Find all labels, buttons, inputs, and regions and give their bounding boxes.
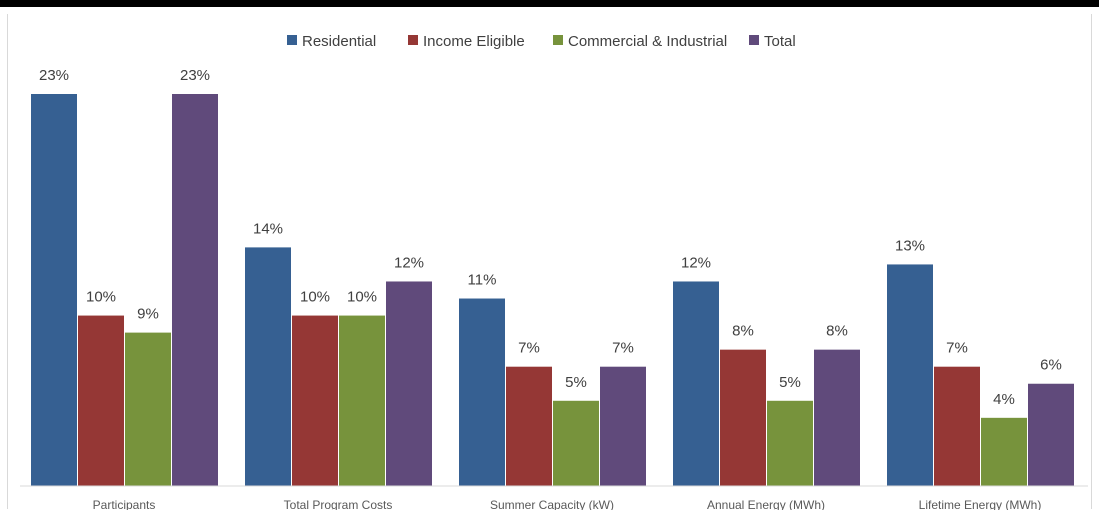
bar-total-summer-capacity-kw (600, 366, 646, 486)
legend-label-residential: Residential (302, 33, 376, 50)
data-label-total-participants: 23% (180, 67, 210, 84)
data-label-total-lifetime-energy-mwh: 6% (1040, 357, 1062, 374)
legend-label-income-eligible: Income Eligible (423, 33, 525, 50)
bar-residential-total-program-costs (245, 247, 291, 486)
data-label-residential-annual-energy-mwh: 12% (681, 254, 711, 271)
category-labels: Participants Total Program Costs Summer Ca… (93, 498, 1042, 510)
data-label-total-summer-capacity-kw: 7% (612, 340, 634, 357)
category-label-summer-capacity-kw: Summer Capacity (kW) (490, 498, 614, 510)
data-label-income-eligible-total-program-costs: 10% (300, 289, 330, 306)
bar-commercial-industrial-participants (125, 332, 171, 486)
data-label-total-total-program-costs: 12% (394, 254, 424, 271)
legend-label-total: Total (764, 33, 796, 50)
bar-commercial-industrial-summer-capacity-kw (553, 400, 599, 486)
bars (31, 94, 1074, 486)
data-label-commercial-industrial-annual-energy-mwh: 5% (779, 374, 801, 391)
bar-income-eligible-participants (78, 315, 124, 486)
bar-commercial-industrial-annual-energy-mwh (767, 400, 813, 486)
data-label-residential-lifetime-energy-mwh: 13% (895, 237, 925, 254)
legend-swatch-total (749, 35, 759, 45)
category-label-lifetime-energy-mwh: Lifetime Energy (MWh) (919, 498, 1042, 510)
bar-residential-lifetime-energy-mwh (887, 264, 933, 486)
data-label-total-annual-energy-mwh: 8% (826, 323, 848, 340)
data-label-commercial-industrial-total-program-costs: 10% (347, 289, 377, 306)
data-label-income-eligible-lifetime-energy-mwh: 7% (946, 340, 968, 357)
category-label-total-program-costs: Total Program Costs (284, 498, 393, 510)
bar-residential-participants (31, 94, 77, 486)
top-rule (0, 0, 1099, 7)
data-labels: 23% 10% 9% 23% 14% 10% 10% 12% 11% 7% 5% 7% 12% 8% 5% 8… (39, 67, 1062, 408)
bar-income-eligible-annual-energy-mwh (720, 349, 766, 486)
category-label-participants: Participants (93, 498, 156, 510)
chart-frame (7, 14, 1092, 509)
data-label-commercial-industrial-summer-capacity-kw: 5% (565, 374, 587, 391)
bar-commercial-industrial-total-program-costs (339, 315, 385, 486)
data-label-commercial-industrial-participants: 9% (137, 306, 159, 323)
data-label-residential-total-program-costs: 14% (253, 220, 283, 237)
data-label-residential-participants: 23% (39, 67, 69, 84)
data-label-residential-summer-capacity-kw: 11% (468, 272, 497, 289)
bar-total-participants (172, 94, 218, 486)
bar-total-annual-energy-mwh (814, 349, 860, 486)
data-label-income-eligible-participants: 10% (86, 289, 116, 306)
bar-total-total-program-costs (386, 281, 432, 486)
bar-income-eligible-lifetime-energy-mwh (934, 366, 980, 486)
bar-commercial-industrial-lifetime-energy-mwh (981, 417, 1027, 486)
category-label-annual-energy-mwh: Annual Energy (MWh) (707, 498, 825, 510)
data-label-income-eligible-annual-energy-mwh: 8% (732, 323, 754, 340)
legend-swatch-residential (287, 35, 297, 45)
legend: Residential Income Eligible Commercial & I… (287, 33, 796, 50)
data-label-commercial-industrial-lifetime-energy-mwh: 4% (993, 391, 1015, 408)
bar-total-lifetime-energy-mwh (1028, 383, 1074, 486)
bar-income-eligible-summer-capacity-kw (506, 366, 552, 486)
bar-income-eligible-total-program-costs (292, 315, 338, 486)
data-label-income-eligible-summer-capacity-kw: 7% (518, 340, 540, 357)
legend-label-commercial-industrial: Commercial & Industrial (568, 33, 727, 50)
bar-residential-summer-capacity-kw (459, 298, 505, 486)
legend-swatch-commercial-industrial (553, 35, 563, 45)
bar-residential-annual-energy-mwh (673, 281, 719, 486)
legend-swatch-income-eligible (408, 35, 418, 45)
